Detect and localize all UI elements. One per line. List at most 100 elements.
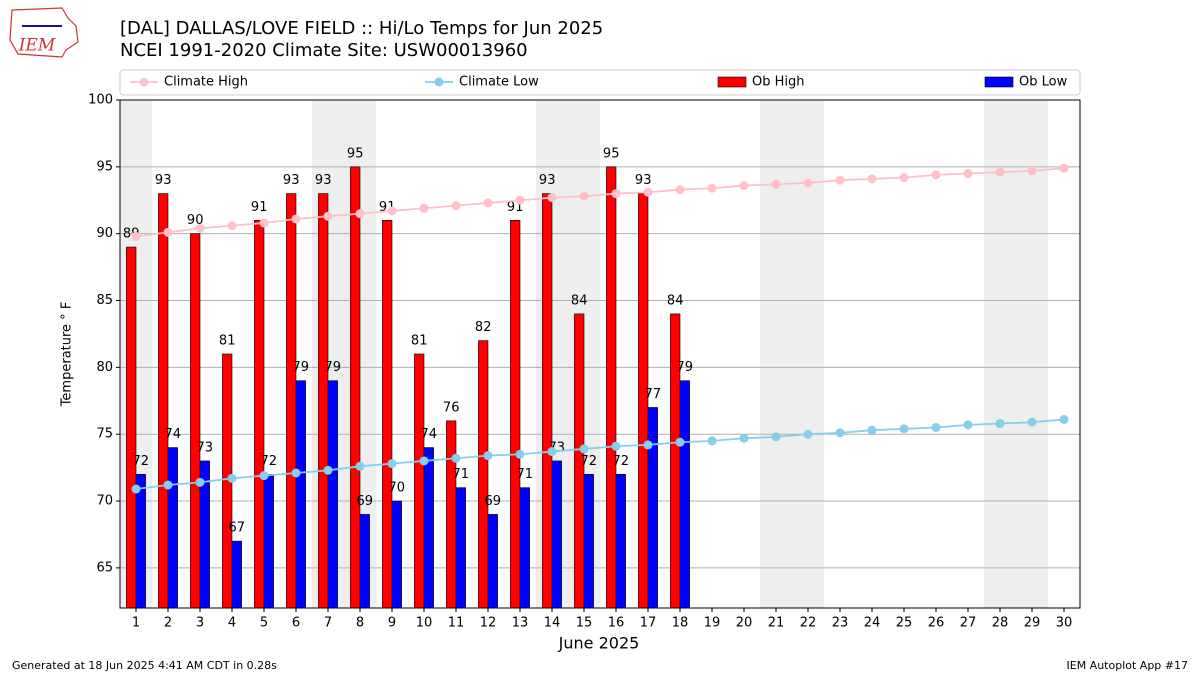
bar [679,380,690,609]
x-tick-label: 29 [1024,616,1041,631]
point [547,193,557,203]
point [963,169,973,179]
y-tick-label: 100 [88,93,113,108]
x-tick-label: 17 [640,616,657,631]
data-label: 93 [539,173,556,188]
point [515,195,525,205]
point [419,456,429,466]
point [387,206,397,216]
weekend-shade [760,100,792,608]
x-tick-label: 23 [832,616,849,631]
x-tick-label: 14 [544,616,561,631]
point [643,187,653,197]
bar [583,474,594,609]
bar [231,540,242,609]
data-label: 81 [411,334,428,349]
point [515,449,525,459]
x-tick-label: 16 [608,616,625,631]
data-label: 93 [283,173,300,188]
x-tick-label: 8 [356,616,364,631]
data-label: 91 [251,200,268,215]
x-tick-label: 11 [448,616,465,631]
point [483,451,493,461]
footer-left: Generated at 18 Jun 2025 4:41 AM CDT in … [12,659,277,672]
x-tick-label: 10 [416,616,433,631]
data-label: 73 [197,440,214,455]
logo-outline [9,7,79,58]
x-tick-label: 9 [388,616,396,631]
data-label: 79 [677,360,694,375]
legend-label: Ob Low [1019,75,1068,90]
point [483,198,493,208]
point [323,211,333,221]
data-label: 74 [165,427,182,442]
data-label: 95 [347,146,364,161]
bar [350,166,361,609]
bar [647,407,658,609]
y-tick-label: 85 [96,293,113,308]
data-label: 72 [261,454,278,469]
bar [615,474,626,609]
x-tick-label: 24 [864,616,881,631]
chart-title: [DAL] DALLAS/LOVE FIELD :: Hi/Lo Temps f… [120,18,603,39]
x-tick-label: 27 [960,616,977,631]
data-label: 81 [219,334,236,349]
point [195,477,205,487]
x-tick-label: 4 [228,616,236,631]
x-tick-label: 12 [480,616,497,631]
bar [286,193,297,609]
line [135,418,1065,490]
data-label: 71 [453,467,470,482]
data-label: 76 [443,400,460,415]
x-tick-label: 1 [132,616,140,631]
data-label: 93 [155,173,172,188]
point [131,231,141,241]
bar [382,220,393,609]
point [899,173,909,183]
point [835,175,845,185]
legend-label: Climate High [164,75,248,90]
point [291,214,301,224]
weekend-shade [984,100,1016,608]
point [931,170,941,180]
point [195,223,205,233]
weekend-shade [792,100,824,608]
data-label: 79 [293,360,310,375]
point [579,191,589,201]
data-label: 67 [229,521,246,536]
legend-marker [434,77,444,87]
point [739,433,749,443]
data-label: 69 [357,494,374,509]
data-label: 72 [581,454,598,469]
bar [551,460,562,609]
bar [391,500,402,609]
point [611,441,621,451]
weekend-shade [1016,100,1048,608]
x-tick-label: 13 [512,616,529,631]
point [547,447,557,457]
x-tick-label: 21 [768,616,785,631]
data-label: 95 [603,146,620,161]
point [995,419,1005,429]
point [707,183,717,193]
bar [135,474,146,609]
chart-subtitle: NCEI 1991-2020 Climate Site: USW00013960 [120,40,528,61]
data-label: 84 [571,293,588,308]
point [611,189,621,199]
x-tick-label: 18 [672,616,689,631]
data-label: 84 [667,293,684,308]
point [419,203,429,213]
point [995,167,1005,177]
point [1059,415,1069,425]
point [899,424,909,434]
x-tick-label: 6 [292,616,300,631]
point [803,178,813,188]
bar [446,420,457,609]
logo-text: IEM [18,36,56,56]
point [131,484,141,494]
bar [254,220,265,609]
y-tick-label: 75 [96,427,113,442]
data-label: 72 [613,454,630,469]
point [1027,166,1037,176]
